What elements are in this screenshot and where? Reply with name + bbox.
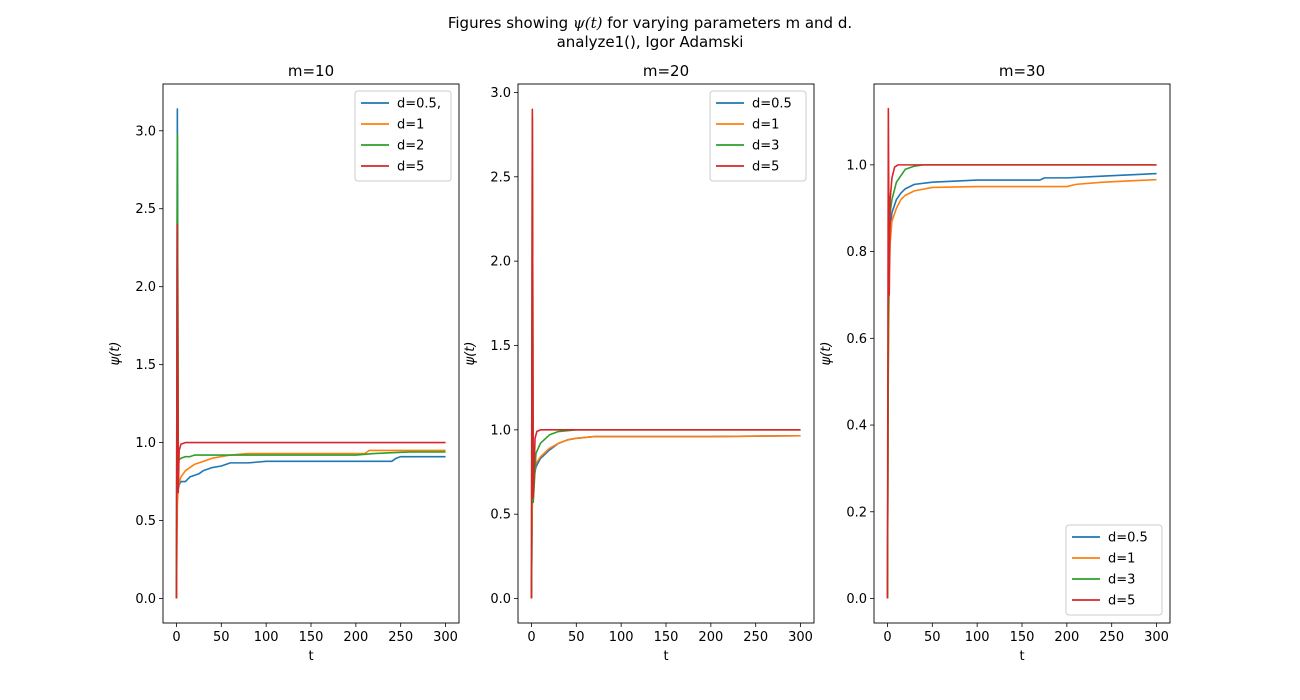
legend-label: d=2	[397, 139, 424, 154]
legend: d=0.5, d=1 d=2 d=5	[354, 90, 452, 182]
y-tick-label: 0.5	[135, 514, 156, 529]
figure-title-prefix: Figures showing	[447, 14, 573, 32]
x-tick-label: 100	[965, 630, 990, 645]
x-axis-label: t	[1019, 649, 1024, 664]
subplot-m1: 0 50 100 150 200 250 300 0.0 0.5 1.0 1.5 2.0 2.5 3.0 m…	[108, 62, 460, 664]
legend-label: d=1	[752, 118, 779, 133]
series-line-3	[530, 116, 801, 599]
series-lines	[886, 107, 1157, 599]
x-tick-label: 200	[1054, 630, 1079, 645]
legend-label: d=0.5,	[397, 97, 441, 112]
figure-title: Figures showing ψ(t) for varying paramet…	[0, 14, 1300, 52]
x-tick-label: 250	[743, 630, 768, 645]
y-tick-label: 1.0	[490, 423, 511, 438]
series-lines	[530, 108, 801, 599]
y-axis-label: ψ(t)	[108, 342, 123, 366]
subplot-title: m=20	[643, 62, 689, 80]
x-tick-label: 50	[568, 630, 585, 645]
legend: d=0.5 d=1 d=3 d=5	[1065, 524, 1163, 616]
y-tick-label: 0.5	[490, 508, 511, 523]
legend-label: d=0.5	[752, 97, 792, 112]
legend-box	[354, 90, 452, 182]
y-tick-label: 2.0	[135, 280, 156, 295]
y-tick-label: 0.6	[846, 332, 867, 347]
figure-title-line: Figures showing ψ(t) for varying paramet…	[0, 14, 1300, 33]
series-lines	[175, 108, 446, 599]
series-line-3	[175, 133, 446, 599]
legend-label: d=5	[1108, 594, 1135, 609]
x-tick-label: 150	[1010, 630, 1035, 645]
y-tick-label: 1.0	[846, 158, 867, 173]
y-tick-label: 0.0	[490, 592, 511, 607]
y-tick-label: 1.5	[135, 358, 156, 373]
y-tick-label: 2.5	[135, 202, 156, 217]
y-tick-label: 0.0	[135, 592, 156, 607]
series-line-2	[175, 449, 446, 599]
subplot-m3: 0 50 100 150 200 250 300 0.0 0.2 0.4 0.6 0.8 1.0 m=30…	[819, 62, 1171, 664]
x-tick-label: 150	[299, 630, 324, 645]
x-tick-label: 150	[654, 630, 679, 645]
y-tick-label: 2.0	[490, 255, 511, 270]
legend-label: d=1	[1108, 552, 1135, 567]
y-tick-label: 1.5	[490, 339, 511, 354]
x-tick-label: 300	[433, 630, 458, 645]
figure-title-suffix: for varying parameters m and d.	[602, 14, 853, 32]
series-line-4	[886, 107, 1157, 599]
subplot-title: m=30	[999, 62, 1045, 80]
y-tick-label: 0.2	[846, 505, 867, 520]
legend-label: d=5	[752, 160, 779, 175]
x-tick-label: 200	[698, 630, 723, 645]
y-tick-label: 0.4	[846, 419, 867, 434]
subplot-title: m=10	[288, 62, 334, 80]
x-tick-label: 250	[1099, 630, 1124, 645]
figure-title-symbol: ψ(t)	[572, 14, 603, 32]
x-tick-label: 250	[388, 630, 413, 645]
legend-label: d=1	[397, 118, 424, 133]
series-line-4	[530, 108, 801, 599]
legend-box	[709, 90, 807, 182]
subplot-m2: 0 50 100 150 200 250 300 0.0 0.5 1.0 1.5 2.0 2.5 3.0 m…	[463, 62, 815, 664]
legend-label: d=3	[752, 139, 779, 154]
y-tick-label: 0.8	[846, 245, 867, 260]
legend-label: d=5	[397, 160, 424, 175]
y-axis-label: ψ(t)	[463, 342, 478, 366]
x-tick-label: 200	[343, 630, 368, 645]
figure-subtitle: analyze1(), Igor Adamski	[556, 33, 744, 51]
y-tick-label: 3.0	[135, 124, 156, 139]
series-line-4	[175, 223, 446, 599]
legend-box	[1065, 524, 1163, 616]
x-tick-label: 50	[213, 630, 230, 645]
series-line-1	[175, 108, 446, 599]
x-tick-label: 0	[172, 630, 180, 645]
series-line-1	[530, 434, 801, 599]
x-tick-label: 50	[924, 630, 941, 645]
x-tick-label: 0	[883, 630, 891, 645]
y-tick-label: 3.0	[490, 86, 511, 101]
y-tick-label: 1.0	[135, 436, 156, 451]
x-tick-label: 0	[527, 630, 535, 645]
y-axis-label: ψ(t)	[819, 342, 834, 366]
x-tick-label: 100	[254, 630, 279, 645]
series-line-2	[530, 434, 801, 599]
legend: d=0.5 d=1 d=3 d=5	[709, 90, 807, 182]
y-tick-label: 0.0	[846, 592, 867, 607]
x-axis-label: t	[663, 649, 668, 664]
x-tick-label: 300	[1144, 630, 1169, 645]
legend-label: d=0.5	[1108, 531, 1148, 546]
x-tick-label: 100	[609, 630, 634, 645]
x-axis-label: t	[308, 649, 313, 664]
y-tick-label: 2.5	[490, 170, 511, 185]
x-tick-label: 300	[788, 630, 813, 645]
legend-label: d=3	[1108, 573, 1135, 588]
